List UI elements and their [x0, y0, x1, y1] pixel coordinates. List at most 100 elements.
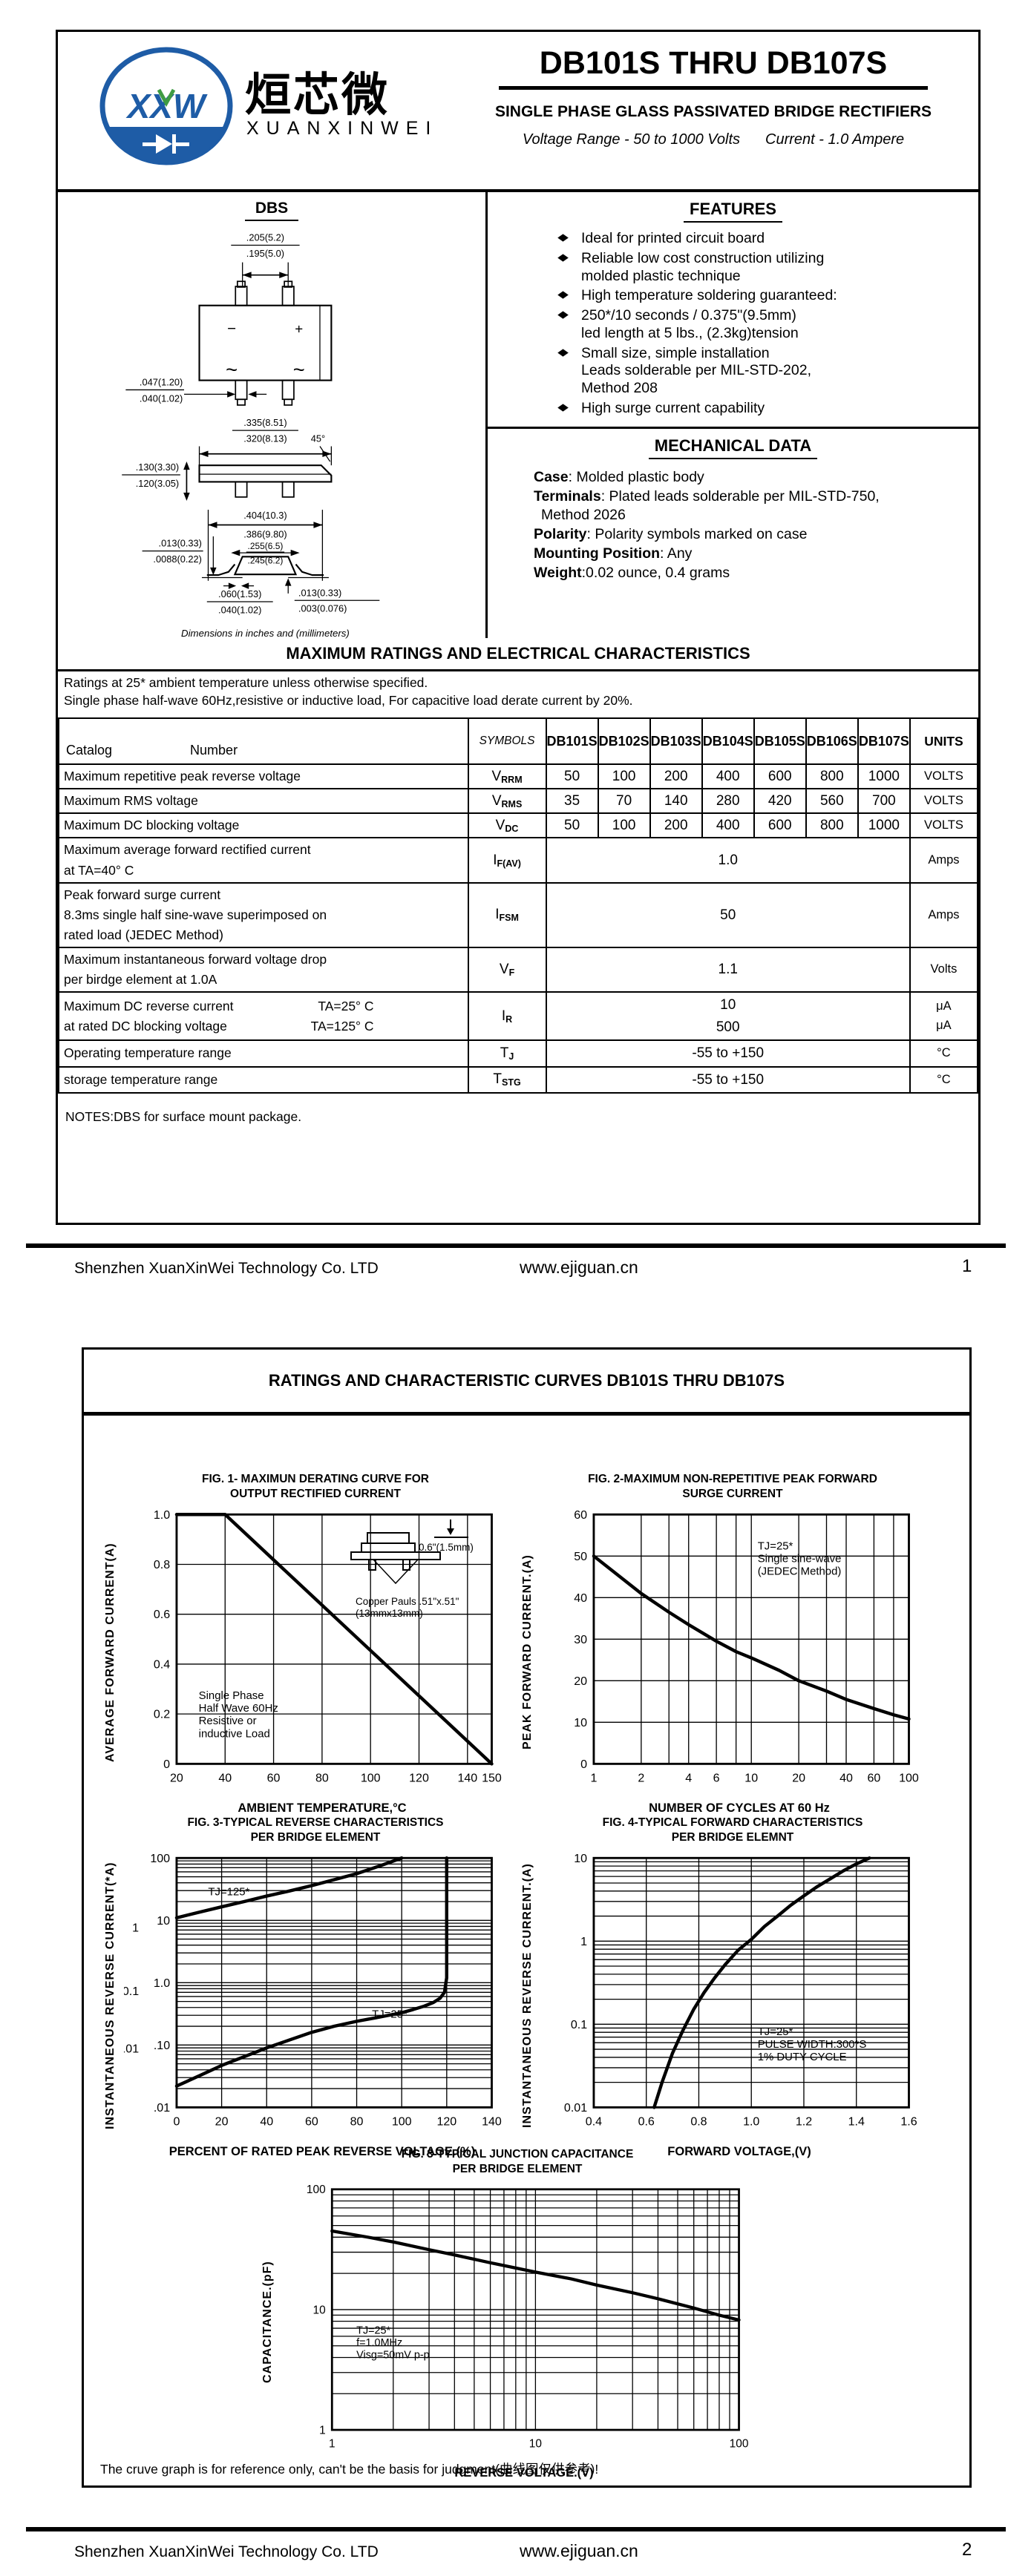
x-tick-label: 6 [713, 1772, 720, 1785]
package-body-side-view [198, 464, 333, 483]
features-heading: FEATURES [488, 200, 978, 223]
x-tick-label: 140 [457, 1772, 477, 1785]
inset-caption: Copper Pauls .51"x.51" (13mmx13mm) [356, 1596, 503, 1620]
plot-border [175, 1857, 493, 2109]
x-tick-label: 140 [482, 2115, 502, 2129]
y-tick-label: 20 [574, 1675, 587, 1688]
chart-annotation: Single Phase Half Wave 60Hz Resistive or in… [199, 1689, 278, 1740]
rating-value: 800 [805, 812, 859, 839]
ratings-note-2: Single phase half-wave 60Hz,resistive or… [64, 692, 633, 708]
feature-line: 250*/10 seconds / 0.375"(9.5mm) [581, 307, 796, 324]
row-condition: TA=25° C [318, 998, 374, 1013]
y-tick-label: 100 [307, 2184, 326, 2196]
row-label: Maximum DC blocking voltage [58, 812, 469, 839]
y-outer-label: 0.01 [124, 2043, 139, 2056]
row-label: Maximum instantaneous forward voltage dr… [58, 946, 469, 993]
row-symbol: VRMS [467, 788, 547, 815]
mech-terminals: Terminals: Plated leads solderable per M… [534, 487, 972, 507]
fig4-y-axis-label: INSTANTANEOUS REVERSE CURRENT.(A) [521, 1863, 534, 2129]
chart-annotation: TJ=125* [208, 1886, 249, 1899]
model-header-DB105S: DB105S [753, 717, 807, 765]
y-tick-label: 1 [319, 2425, 326, 2437]
feature-line: Method 208 [581, 380, 658, 397]
dim-lead-length-a: .060(1.53) [218, 588, 261, 599]
inset-caption-line1: Copper Pauls .51"x.51" [356, 1596, 459, 1608]
rating-value: 100 [597, 812, 651, 839]
x-tick-label: 120 [409, 1772, 429, 1785]
y-tick-label: 0.1 [571, 2018, 587, 2031]
rating-value: 400 [701, 812, 755, 839]
page-2: RATINGS AND CHARACTERISTIC CURVES DB101S… [82, 1347, 972, 2488]
dim-inner-width-b: .245(6.2) [248, 556, 284, 566]
fig1-heatsink-inset: 0.6"(1.5mm) Copper Pauls .51"x.51" (13mm… [347, 1517, 503, 1620]
dim-inner-width-a: .255(6.5) [248, 541, 284, 551]
row-symbol: IFSM [467, 881, 547, 949]
specs-panel: FEATURES Ideal for printed circuit board… [488, 192, 978, 638]
mechanical-title: MECHANICAL DATA [648, 436, 818, 459]
logo-diode-triangle [156, 134, 172, 154]
x-tick-label: 0.6 [638, 2115, 655, 2129]
y-tick-label: 0.6 [154, 1609, 170, 1622]
page-1: XXW 烜芯微 XUANXINWEI DB101S THRU DB107S SI… [56, 30, 981, 1225]
fig2-y-axis-label: PEAK FORWARD CURRENT.(A) [521, 1554, 534, 1750]
fig3-x-axis-label: PERCENT OF RATED PEAK REVERSE VOLTAGE.(%… [168, 2145, 476, 2159]
y-tick-label: 10 [574, 1716, 587, 1729]
dim-lead-pitch-b: .195(5.0) [246, 248, 284, 259]
package-name: DBS [244, 200, 299, 221]
footer1-url: www.ejiguan.cn [520, 1258, 638, 1277]
x-tick-label: 40 [839, 1772, 853, 1785]
mech-case-value: : Molded plastic body [568, 469, 704, 485]
mech-terminals-value: : Plated leads solderable per MIL-STD-75… [600, 487, 880, 505]
fig3-y-axis-label: INSTANTANEOUS REVERSE CURRENT(*A) [104, 1862, 117, 2130]
dimensions-caption: Dimensions in inches and (millimeters) [181, 628, 350, 639]
dim-body-width-a: .335(8.51) [243, 417, 287, 428]
fig1-title-line2: OUTPUT RECTIFIED CURRENT [230, 1488, 401, 1501]
dim-body-height-a: .130(3.30) [136, 461, 179, 473]
fig1-derating-curve: FIG. 1- MAXIMUN DERATING CURVE FOR OUTPU… [97, 1472, 513, 1816]
fig4-chart: 0.4 0.6 0.8 1.0 1.2 1.4 1.6 10 1 0.1 0.01 TJ=25* PUL… [564, 1852, 917, 2129]
current-rating: Current - 1.0 Ampere [765, 131, 905, 148]
table-row: Maximum DC blocking voltage VDC 50 100 200 40… [58, 812, 979, 839]
rating-value: 420 [753, 788, 807, 815]
fig3-title-line2: PER BRIDGE ELEMENT [250, 1831, 381, 1844]
feature-line: Leads solderable per MIL-STD-202, [581, 362, 811, 379]
dim-standoff-a: .013(0.33) [159, 538, 202, 549]
y-tick-label: 100 [150, 1852, 170, 1865]
dim-overall-width-b: .386(9.80) [243, 529, 287, 540]
fig4-title-line1: FIG. 4-TYPICAL FORWARD CHARACTERISTICS [602, 1816, 863, 1829]
x-tick-label: 10 [529, 2438, 542, 2451]
footer2-company: Shenzhen XuanXinWei Technology Co. LTD [74, 2543, 379, 2560]
fig3-reverse-characteristics: FIG. 3-TYPICAL REVERSE CHARACTERISTICS P… [97, 1816, 513, 2159]
y-tick-label: 0.01 [564, 2101, 587, 2115]
rating-value: 280 [701, 788, 755, 815]
x-tick-label: 100 [730, 2438, 749, 2451]
row-units: VOLTS [909, 812, 979, 839]
rating-value: 70 [597, 788, 651, 815]
units-header: UNITS [909, 717, 979, 765]
table-row: Maximum instantaneous forward voltage dr… [58, 946, 979, 993]
chart-annotation: TJ=25* Single sine-wave (JEDEC Method) [758, 1540, 842, 1578]
row-symbol: VDC [467, 812, 547, 839]
ratings-notes: Ratings at 25* ambient temperature unles… [64, 674, 633, 709]
inset-dim-label: 0.6"(1.5mm) [419, 1542, 474, 1553]
logo-green-accent [157, 88, 176, 108]
feature-item: High surge current capability [559, 400, 971, 418]
feature-line: led length at 5 lbs., (2.3kg)tension [581, 324, 799, 341]
x-tick-label: 1.6 [900, 2115, 917, 2129]
x-tick-label: 0.8 [690, 2115, 707, 2129]
rating-value-span: -55 to +150 [545, 1065, 911, 1094]
fig2-chart: 1 2 4 6 10 20 40 60 100 0 10 20 30 40 50 60 TJ=25* Single… [574, 1508, 919, 1785]
x-tick-label: 20 [215, 2115, 229, 2129]
row-units: Amps [909, 881, 979, 949]
x-tick-label: 100 [392, 2115, 412, 2129]
chart-annotation: TJ=25* f=1.0MHz Visg=50mV p-p [356, 2325, 430, 2362]
y-tick-label: 50 [574, 1550, 587, 1563]
rating-value: 140 [649, 788, 703, 815]
y-tick-label: 40 [574, 1591, 587, 1605]
x-tick-label: 120 [436, 2115, 456, 2129]
mech-polarity-value: : Polarity symbols marked on case [586, 526, 808, 543]
part-number-title: DB101S THRU DB107S [539, 45, 888, 81]
model-header-DB104S: DB104S [701, 717, 755, 765]
x-tick-label: 4 [685, 1772, 692, 1785]
